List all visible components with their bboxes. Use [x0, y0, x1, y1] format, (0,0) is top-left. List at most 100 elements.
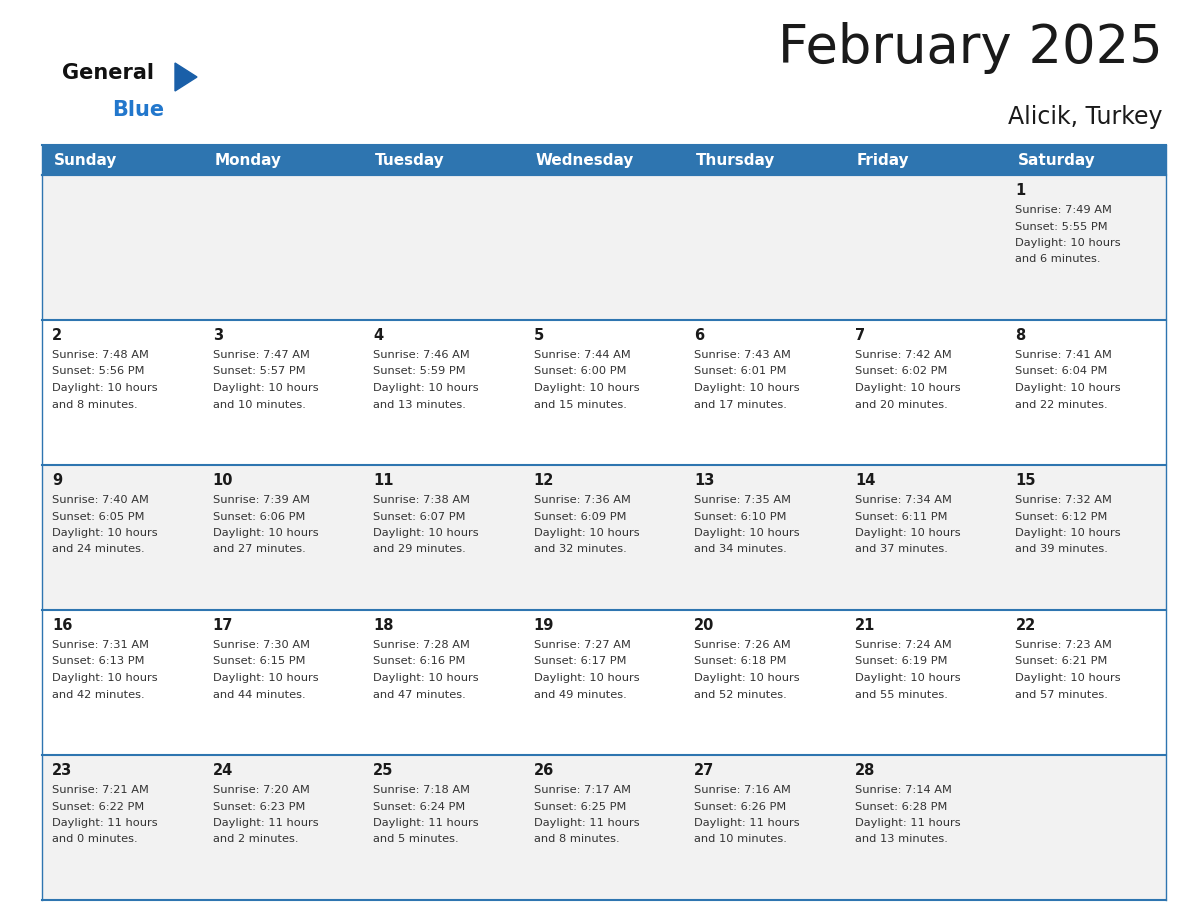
Bar [845, 175, 1005, 320]
Text: and 42 minutes.: and 42 minutes. [52, 689, 145, 700]
Text: Wednesday: Wednesday [536, 152, 634, 167]
Text: Daylight: 10 hours: Daylight: 10 hours [1016, 528, 1121, 538]
Text: and 44 minutes.: and 44 minutes. [213, 689, 305, 700]
Text: and 8 minutes.: and 8 minutes. [533, 834, 619, 845]
Text: Sunrise: 7:31 AM: Sunrise: 7:31 AM [52, 640, 148, 650]
Bar [524, 610, 684, 755]
Text: and 27 minutes.: and 27 minutes. [213, 544, 305, 554]
Text: 16: 16 [52, 618, 72, 633]
Text: Sunrise: 7:24 AM: Sunrise: 7:24 AM [855, 640, 952, 650]
Text: and 17 minutes.: and 17 minutes. [694, 399, 788, 409]
Text: Daylight: 10 hours: Daylight: 10 hours [694, 528, 800, 538]
Text: 25: 25 [373, 763, 393, 778]
Text: Sunrise: 7:17 AM: Sunrise: 7:17 AM [533, 785, 631, 795]
Text: Sunset: 6:09 PM: Sunset: 6:09 PM [533, 511, 626, 521]
Text: 21: 21 [855, 618, 876, 633]
Bar [42, 610, 203, 755]
Text: Saturday: Saturday [1017, 152, 1095, 167]
Text: Sunrise: 7:47 AM: Sunrise: 7:47 AM [213, 350, 309, 360]
Text: and 49 minutes.: and 49 minutes. [533, 689, 626, 700]
Text: Daylight: 10 hours: Daylight: 10 hours [1016, 383, 1121, 393]
Text: Sunset: 6:02 PM: Sunset: 6:02 PM [855, 366, 947, 376]
Text: 4: 4 [373, 328, 384, 343]
Text: Sunrise: 7:41 AM: Sunrise: 7:41 AM [1016, 350, 1112, 360]
Text: Sunrise: 7:35 AM: Sunrise: 7:35 AM [694, 495, 791, 505]
Text: and 52 minutes.: and 52 minutes. [694, 689, 786, 700]
Text: Sunset: 6:17 PM: Sunset: 6:17 PM [533, 656, 626, 666]
Text: Sunrise: 7:28 AM: Sunrise: 7:28 AM [373, 640, 470, 650]
Text: Sunrise: 7:26 AM: Sunrise: 7:26 AM [694, 640, 791, 650]
Text: and 10 minutes.: and 10 minutes. [213, 399, 305, 409]
Text: and 6 minutes.: and 6 minutes. [1016, 254, 1101, 264]
Bar [364, 320, 524, 465]
Text: Daylight: 10 hours: Daylight: 10 hours [52, 528, 158, 538]
Text: Sunday: Sunday [53, 152, 118, 167]
Text: Daylight: 10 hours: Daylight: 10 hours [1016, 673, 1121, 683]
Text: Sunset: 6:15 PM: Sunset: 6:15 PM [213, 656, 305, 666]
Text: Daylight: 10 hours: Daylight: 10 hours [52, 383, 158, 393]
Text: Sunrise: 7:42 AM: Sunrise: 7:42 AM [855, 350, 952, 360]
Text: and 15 minutes.: and 15 minutes. [533, 399, 626, 409]
Text: Sunset: 6:16 PM: Sunset: 6:16 PM [373, 656, 466, 666]
Text: Daylight: 10 hours: Daylight: 10 hours [533, 383, 639, 393]
Bar [203, 610, 364, 755]
Text: Sunrise: 7:18 AM: Sunrise: 7:18 AM [373, 785, 470, 795]
Text: 12: 12 [533, 473, 554, 488]
Text: Daylight: 10 hours: Daylight: 10 hours [1016, 238, 1121, 248]
Text: 6: 6 [694, 328, 704, 343]
Text: Blue: Blue [112, 100, 164, 120]
Bar [1005, 320, 1165, 465]
Text: Sunrise: 7:27 AM: Sunrise: 7:27 AM [533, 640, 631, 650]
Text: Thursday: Thursday [696, 152, 776, 167]
Text: 23: 23 [52, 763, 72, 778]
Text: Sunrise: 7:43 AM: Sunrise: 7:43 AM [694, 350, 791, 360]
Text: Sunset: 6:06 PM: Sunset: 6:06 PM [213, 511, 305, 521]
Text: 9: 9 [52, 473, 62, 488]
Text: Sunrise: 7:30 AM: Sunrise: 7:30 AM [213, 640, 310, 650]
Text: 2: 2 [52, 328, 62, 343]
Text: Sunset: 6:22 PM: Sunset: 6:22 PM [52, 801, 144, 812]
Text: Daylight: 10 hours: Daylight: 10 hours [213, 528, 318, 538]
Text: Daylight: 10 hours: Daylight: 10 hours [373, 383, 479, 393]
Text: February 2025: February 2025 [778, 22, 1163, 74]
Text: 27: 27 [694, 763, 714, 778]
Text: Daylight: 11 hours: Daylight: 11 hours [213, 818, 318, 828]
Bar [845, 320, 1005, 465]
Text: 19: 19 [533, 618, 554, 633]
Bar [364, 755, 524, 900]
Text: Sunrise: 7:21 AM: Sunrise: 7:21 AM [52, 785, 148, 795]
Text: Sunset: 6:19 PM: Sunset: 6:19 PM [855, 656, 947, 666]
Text: 14: 14 [855, 473, 876, 488]
Text: Sunrise: 7:14 AM: Sunrise: 7:14 AM [855, 785, 952, 795]
Text: Sunset: 5:55 PM: Sunset: 5:55 PM [1016, 221, 1108, 231]
Text: 7: 7 [855, 328, 865, 343]
Text: 10: 10 [213, 473, 233, 488]
Text: and 10 minutes.: and 10 minutes. [694, 834, 788, 845]
Text: and 39 minutes.: and 39 minutes. [1016, 544, 1108, 554]
Text: Sunset: 5:59 PM: Sunset: 5:59 PM [373, 366, 466, 376]
Text: Sunset: 6:26 PM: Sunset: 6:26 PM [694, 801, 786, 812]
Text: Daylight: 11 hours: Daylight: 11 hours [373, 818, 479, 828]
Bar [684, 755, 845, 900]
Bar [684, 320, 845, 465]
Text: and 32 minutes.: and 32 minutes. [533, 544, 626, 554]
Text: Sunrise: 7:23 AM: Sunrise: 7:23 AM [1016, 640, 1112, 650]
Text: Sunrise: 7:16 AM: Sunrise: 7:16 AM [694, 785, 791, 795]
Text: and 13 minutes.: and 13 minutes. [373, 399, 466, 409]
Text: and 5 minutes.: and 5 minutes. [373, 834, 459, 845]
Text: General: General [62, 63, 154, 83]
Text: and 22 minutes.: and 22 minutes. [1016, 399, 1108, 409]
Text: Sunset: 5:57 PM: Sunset: 5:57 PM [213, 366, 305, 376]
Bar [524, 755, 684, 900]
Bar [1005, 465, 1165, 610]
Text: Sunset: 6:13 PM: Sunset: 6:13 PM [52, 656, 145, 666]
Text: Sunrise: 7:40 AM: Sunrise: 7:40 AM [52, 495, 148, 505]
Text: Sunset: 6:10 PM: Sunset: 6:10 PM [694, 511, 786, 521]
Text: Sunrise: 7:46 AM: Sunrise: 7:46 AM [373, 350, 470, 360]
Text: and 29 minutes.: and 29 minutes. [373, 544, 466, 554]
Text: and 55 minutes.: and 55 minutes. [855, 689, 948, 700]
Text: Sunset: 6:23 PM: Sunset: 6:23 PM [213, 801, 305, 812]
Text: and 37 minutes.: and 37 minutes. [855, 544, 948, 554]
Text: 1: 1 [1016, 183, 1025, 198]
Bar [684, 610, 845, 755]
